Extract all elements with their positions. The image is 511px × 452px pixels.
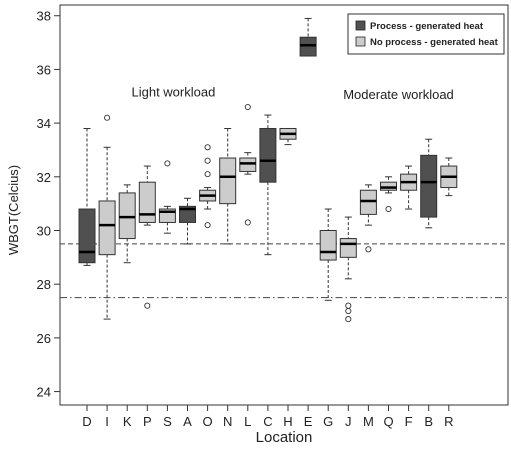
y-tick-label-34: 34 — [37, 116, 51, 131]
x-tick-label-R: R — [444, 414, 453, 429]
box-body-N — [219, 157, 237, 205]
outlier-O-0 — [204, 144, 211, 151]
x-tick-label-E: E — [304, 414, 313, 429]
box-C — [259, 114, 277, 256]
y-axis-label: WBGT(Celcius) — [6, 165, 21, 255]
box-K — [118, 184, 136, 264]
box-B — [420, 138, 438, 229]
x-tick-label-I: I — [105, 414, 109, 429]
box-A — [179, 197, 196, 245]
y-tick-label-38: 38 — [37, 9, 51, 24]
outlier-J-1 — [345, 307, 352, 315]
box-F — [400, 165, 418, 210]
outlier-I-0 — [104, 114, 111, 121]
legend-frame — [347, 13, 505, 55]
outlier-O-2 — [204, 171, 211, 178]
outlier-P-0 — [144, 302, 151, 309]
outlier-L-1 — [244, 219, 251, 226]
outlier-J-2 — [345, 316, 352, 323]
box-N — [219, 127, 237, 245]
x-tick-label-L: L — [244, 414, 251, 429]
y-tick-label-36: 36 — [37, 62, 51, 77]
box-H — [279, 127, 297, 146]
annotation-light-workload: Light workload — [131, 84, 215, 99]
box-body-C — [259, 127, 277, 183]
outlier-O-1 — [204, 157, 211, 164]
box-body-M — [359, 189, 377, 215]
box-body-A — [179, 205, 196, 223]
x-tick-label-D: D — [82, 414, 91, 429]
box-D — [78, 127, 96, 266]
y-tick-label-28: 28 — [37, 277, 51, 292]
x-axis-label: Location — [256, 429, 313, 446]
box-I — [98, 114, 116, 320]
x-tick-label-N: N — [223, 414, 232, 429]
x-tick-label-B: B — [424, 414, 433, 429]
box-body-E — [299, 36, 317, 57]
box-E — [299, 17, 317, 57]
y-tick-label-26: 26 — [37, 331, 51, 346]
annotation-moderate-workload: Moderate workload — [343, 87, 454, 102]
y-tick-label-32: 32 — [37, 170, 51, 185]
box-L — [239, 103, 257, 226]
x-tick-label-S: S — [163, 414, 172, 429]
box-body-G — [319, 230, 337, 261]
x-tick-label-G: G — [323, 414, 333, 429]
box-Q — [380, 176, 397, 213]
y-tick-label-30: 30 — [37, 224, 51, 239]
box-R — [440, 157, 458, 197]
outlier-M-0 — [365, 246, 372, 253]
box-S — [158, 160, 176, 234]
x-tick-label-F: F — [405, 414, 413, 429]
box-body-B — [420, 154, 438, 218]
x-tick-label-H: H — [283, 414, 292, 429]
y-tick-label-24: 24 — [37, 385, 51, 400]
box-G — [319, 208, 337, 301]
x-tick-label-K: K — [123, 414, 132, 429]
x-tick-label-A: A — [183, 414, 192, 429]
outlier-S-0 — [164, 160, 171, 167]
box-P — [138, 165, 156, 309]
outlier-O-3 — [204, 222, 211, 229]
outlier-Q-0 — [385, 205, 392, 213]
plot-frame — [59, 4, 509, 406]
box-body-D — [78, 208, 96, 264]
x-tick-label-M: M — [363, 414, 374, 429]
x-tick-label-C: C — [263, 414, 272, 429]
legend-label-no-process: No process - generated heat — [370, 37, 499, 48]
box-body-I — [98, 200, 116, 256]
legend: Process - generated heat No process - ge… — [347, 13, 505, 55]
box-body-L — [239, 157, 257, 172]
box-body-K — [118, 192, 136, 240]
box-body-P — [138, 181, 156, 223]
x-tick-label-O: O — [203, 414, 213, 429]
outlier-L-0 — [244, 103, 251, 111]
legend-swatch-process — [355, 20, 366, 31]
outlier-J-0 — [345, 302, 352, 309]
legend-label-process: Process - generated heat — [370, 21, 484, 32]
box-J — [339, 216, 357, 323]
x-tick-label-Q: Q — [383, 414, 393, 429]
box-M — [359, 184, 377, 253]
x-tick-label-J: J — [345, 414, 352, 429]
box-body-Q — [380, 181, 397, 191]
box-O — [199, 144, 217, 229]
x-tick-label-P: P — [143, 414, 152, 429]
legend-swatch-no-process — [355, 36, 366, 47]
box-body-J — [339, 238, 357, 258]
